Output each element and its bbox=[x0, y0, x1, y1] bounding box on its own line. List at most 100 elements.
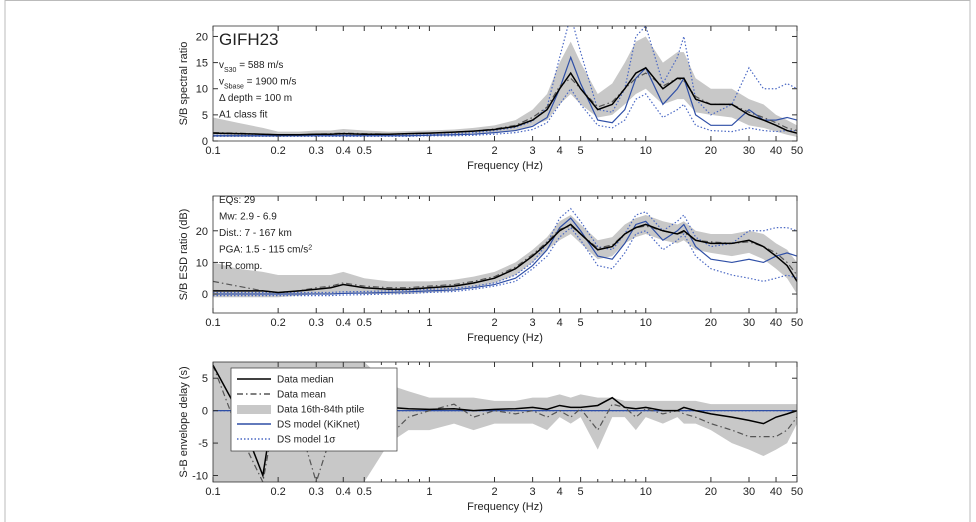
x-axis-label: Frequency (Hz) bbox=[467, 501, 543, 513]
legend-swatch bbox=[237, 405, 271, 414]
y-tick-label: -5 bbox=[198, 438, 208, 450]
series-line bbox=[213, 66, 797, 136]
x-tick-label: 5 bbox=[578, 317, 584, 329]
x-tick-label: 2 bbox=[491, 317, 497, 329]
x-tick-label: 0.3 bbox=[309, 317, 324, 329]
y-tick-label: 5 bbox=[202, 373, 208, 385]
annotation-part: 2 bbox=[308, 244, 312, 251]
y-tick-label: 5 bbox=[202, 110, 208, 122]
x-tick-label: 10 bbox=[640, 486, 652, 498]
annotation: Dist.: 7 - 167 km bbox=[219, 228, 292, 239]
sigma-line bbox=[213, 87, 797, 137]
annotation-part: Dist.: 7 - 167 km bbox=[219, 228, 292, 239]
x-tick-label: 50 bbox=[791, 145, 803, 157]
y-tick-label: 0 bbox=[202, 289, 208, 301]
x-tick-label: 0.3 bbox=[309, 486, 324, 498]
y-tick-label: 0 bbox=[202, 406, 208, 418]
x-tick-label: 3 bbox=[530, 317, 536, 329]
axes-frame bbox=[212, 25, 798, 142]
x-tick-label: 20 bbox=[705, 145, 717, 157]
annotation-part: = 588 m/s bbox=[236, 60, 283, 71]
axes-frame bbox=[212, 195, 798, 314]
percentile-band bbox=[213, 36, 797, 137]
x-tick-label: 0.3 bbox=[309, 145, 324, 157]
annotation: vS30 = 588 m/s bbox=[219, 60, 283, 74]
annotation-part: A1 class fit bbox=[219, 110, 268, 121]
x-tick-label: 1 bbox=[426, 145, 432, 157]
x-axis-label: Frequency (Hz) bbox=[467, 332, 543, 344]
axes-frame bbox=[212, 361, 798, 483]
x-tick-label: 4 bbox=[557, 145, 563, 157]
x-tick-label: 4 bbox=[557, 486, 563, 498]
annotation-part: S30 bbox=[224, 67, 237, 74]
annotation-part: EQs: 29 bbox=[219, 195, 256, 206]
series-line bbox=[213, 225, 797, 294]
annotation: vSbase = 1900 m/s bbox=[219, 77, 296, 91]
x-tick-label: 30 bbox=[743, 486, 755, 498]
y-tick-label: 10 bbox=[196, 84, 208, 96]
x-tick-label: 0.5 bbox=[357, 317, 372, 329]
x-tick-label: 10 bbox=[640, 145, 652, 157]
y-tick-label: -10 bbox=[192, 471, 208, 483]
x-tick-label: 4 bbox=[557, 317, 563, 329]
panel: 0.1 0.2 0.3 0.4 0.5 1 2 3 4 5 10 20 30 40 50 -10 -5 0 5 Fre… bbox=[178, 361, 803, 513]
y-tick-label: 10 bbox=[196, 257, 208, 269]
annotation-part: Mw: 2.9 - 6.9 bbox=[219, 212, 277, 223]
legend-label: Data median bbox=[277, 375, 334, 386]
x-tick-label: 0.4 bbox=[336, 317, 351, 329]
y-axis-label: S/B spectral ratio bbox=[178, 42, 190, 126]
percentile-band bbox=[213, 214, 797, 298]
figure-frame bbox=[4, 0, 971, 522]
y-tick-label: 0 bbox=[202, 136, 208, 148]
legend-label: Data 16th-84th ptile bbox=[277, 405, 365, 416]
x-tick-label: 50 bbox=[791, 317, 803, 329]
x-tick-label: 40 bbox=[770, 317, 782, 329]
annotation-part: = 1900 m/s bbox=[244, 77, 297, 88]
x-tick-label: 0.4 bbox=[336, 145, 351, 157]
x-tick-label: 1 bbox=[426, 486, 432, 498]
panel: 0.1 0.2 0.3 0.4 0.5 1 2 3 4 5 10 20 30 40 50 0 10 20 Frequ… bbox=[178, 195, 803, 344]
x-tick-label: 40 bbox=[770, 145, 782, 157]
legend-label: DS model 1σ bbox=[277, 435, 336, 446]
sigma-line bbox=[213, 26, 797, 136]
annotation: PGA: 1.5 - 115 cm/s2 bbox=[219, 244, 312, 256]
x-axis-label: Frequency (Hz) bbox=[467, 160, 543, 172]
x-tick-label: 0.2 bbox=[270, 145, 285, 157]
annotation-part: Δ depth = 100 m bbox=[219, 93, 292, 104]
x-tick-label: 30 bbox=[743, 317, 755, 329]
y-tick-label: 15 bbox=[196, 58, 208, 70]
x-tick-label: 0.4 bbox=[336, 486, 351, 498]
annotation: TR comp. bbox=[219, 261, 262, 272]
sigma-line bbox=[213, 226, 797, 297]
x-tick-label: 40 bbox=[770, 486, 782, 498]
annotation: A1 class fit bbox=[219, 110, 268, 121]
x-tick-label: 0.2 bbox=[270, 317, 285, 329]
x-tick-label: 20 bbox=[705, 317, 717, 329]
legend-label: DS model (KiKnet) bbox=[277, 420, 360, 431]
annotation: EQs: 29 bbox=[219, 195, 256, 206]
annotation: Δ depth = 100 m bbox=[219, 93, 292, 104]
x-tick-label: 0.1 bbox=[205, 486, 220, 498]
annotation-part: PGA: 1.5 - 115 cm/s bbox=[219, 245, 308, 256]
annotation-part: TR comp. bbox=[219, 261, 262, 272]
legend: Data median Data mean Data 16th-84th ptile… bbox=[230, 367, 398, 452]
x-tick-label: 50 bbox=[791, 486, 803, 498]
plot-area bbox=[213, 207, 797, 298]
annotation: Mw: 2.9 - 6.9 bbox=[219, 212, 277, 223]
y-tick-label: 20 bbox=[196, 226, 208, 238]
panel: 0.1 0.2 0.3 0.4 0.5 1 2 3 4 5 10 20 30 40 50 0 5 10 15 20 Fr… bbox=[178, 25, 803, 172]
y-tick-label: 20 bbox=[196, 31, 208, 43]
x-tick-label: 2 bbox=[491, 145, 497, 157]
annotation-part: Sbase bbox=[224, 83, 244, 90]
x-tick-label: 0.5 bbox=[357, 145, 372, 157]
legend-label: Data mean bbox=[277, 390, 326, 401]
y-axis-label: S-B envelope delay (s) bbox=[178, 366, 190, 477]
x-tick-label: 0.1 bbox=[205, 145, 220, 157]
annotation-part: v bbox=[219, 77, 224, 88]
x-tick-label: 3 bbox=[530, 145, 536, 157]
x-tick-label: 30 bbox=[743, 145, 755, 157]
x-tick-label: 3 bbox=[530, 486, 536, 498]
x-tick-label: 5 bbox=[578, 486, 584, 498]
x-tick-label: 5 bbox=[578, 145, 584, 157]
x-tick-label: 0.1 bbox=[205, 317, 220, 329]
